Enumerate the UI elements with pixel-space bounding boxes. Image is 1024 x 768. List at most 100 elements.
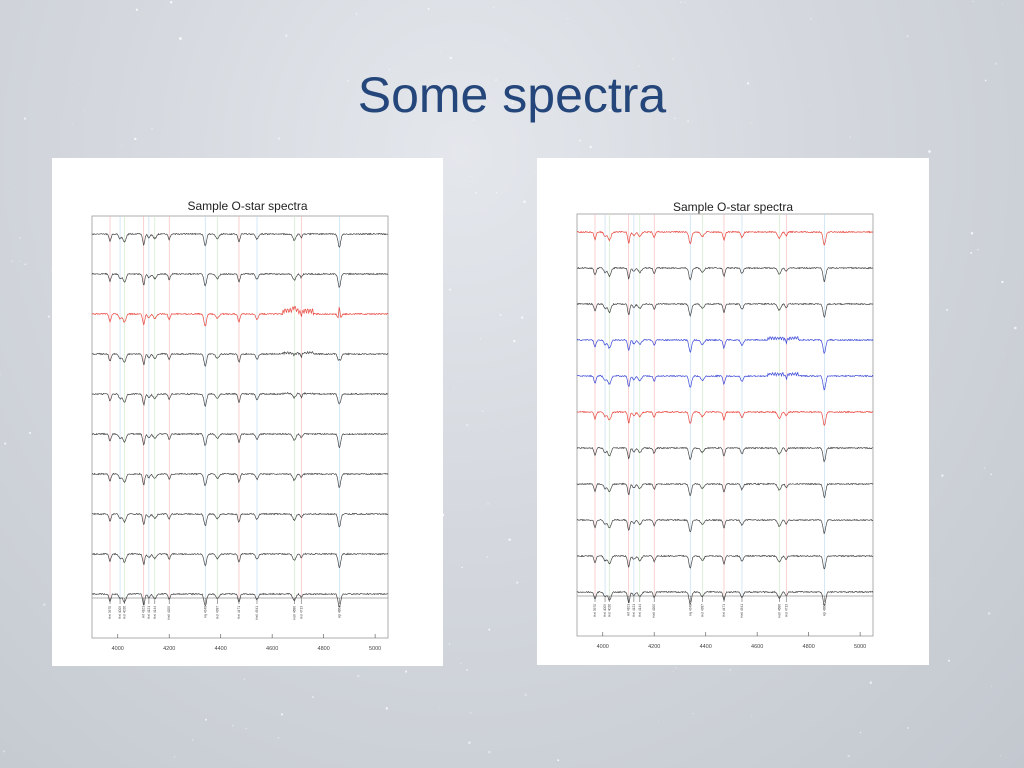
star [78, 676, 80, 678]
spectrum-line [576, 410, 873, 426]
x-tick-label: 4000 [112, 646, 124, 652]
star [672, 670, 674, 672]
line-id-label: HeI 4471 [237, 606, 241, 619]
star [847, 754, 850, 758]
star [2, 750, 5, 753]
star [439, 706, 441, 708]
spectrum-line [91, 232, 389, 248]
star [245, 728, 247, 730]
star [42, 603, 46, 607]
star [859, 731, 862, 734]
star [277, 736, 280, 739]
x-tick-label: 4400 [700, 644, 712, 650]
star [511, 101, 514, 104]
spectrum-line [576, 266, 873, 282]
star [192, 739, 194, 741]
star [277, 137, 281, 140]
slide-title: Some spectra [357, 67, 667, 123]
star [997, 136, 999, 137]
star [906, 35, 909, 38]
spectra-figure-right: Sample O-star spectra HeI 3970 HeI 4009 He… [537, 158, 929, 665]
spectra-figure-left: Sample O-star spectra HeI 3970 HeI 4009 He… [52, 158, 443, 666]
star [301, 766, 302, 768]
spectrum-line [576, 518, 874, 535]
line-id-label: HeI 4713 [299, 606, 303, 619]
star [977, 248, 979, 251]
spectrum-line [576, 371, 874, 391]
spectrum-line [576, 230, 874, 246]
star [0, 373, 1, 375]
spectrum-line [91, 391, 389, 408]
star [809, 17, 812, 20]
star [77, 83, 79, 85]
star [10, 260, 13, 263]
star [481, 410, 484, 413]
star [405, 670, 408, 673]
star [469, 711, 472, 714]
x-tick-label: 4200 [648, 644, 660, 650]
star [540, 723, 542, 725]
star [984, 467, 986, 469]
line-id-label: HeI 4144 [638, 604, 642, 617]
star [990, 685, 992, 687]
line-id-label: Hβ 4861 [337, 606, 341, 618]
star [746, 82, 750, 85]
star [684, 1, 686, 3]
star [487, 750, 491, 754]
spectrum-line [576, 554, 873, 570]
star [172, 28, 174, 30]
line-id-label: HeII 4200 [652, 604, 656, 618]
star [487, 503, 489, 505]
star [995, 218, 997, 220]
star [669, 5, 671, 7]
star [692, 713, 694, 715]
line-id-label: HeI 4026 [122, 606, 126, 619]
star [449, 56, 453, 60]
star [486, 556, 488, 558]
star [516, 581, 519, 584]
star [987, 612, 991, 615]
star [520, 316, 524, 319]
spectrum-line [91, 432, 389, 449]
star [495, 191, 498, 194]
line-id-label: Hβ 4861 [822, 604, 826, 616]
star [427, 7, 430, 10]
star [907, 727, 909, 729]
star [947, 659, 951, 662]
star [809, 104, 810, 106]
star [29, 431, 32, 435]
star [1004, 354, 1006, 356]
star [488, 628, 491, 631]
spectrum-line [91, 350, 389, 367]
star [523, 200, 526, 203]
star [311, 696, 314, 699]
star [465, 423, 469, 427]
star [468, 741, 471, 744]
star [1001, 280, 1004, 284]
star [355, 13, 358, 15]
star [751, 715, 752, 716]
line-id-label: HeI 4121 [147, 606, 151, 619]
star [479, 337, 482, 340]
x-tick-label: 4600 [751, 644, 763, 650]
star [990, 473, 993, 476]
star [151, 128, 153, 130]
line-id-label: HeII 4541 [740, 604, 744, 618]
star [567, 17, 569, 20]
x-tick-label: 4000 [597, 644, 609, 650]
spectrum-line [576, 336, 874, 355]
star [466, 668, 469, 671]
x-tick-label: 5000 [854, 644, 866, 650]
star [1013, 326, 1017, 330]
star [385, 707, 388, 710]
spectrum-line [91, 472, 389, 489]
spectrum-line [576, 446, 874, 463]
star [83, 110, 85, 111]
line-id-label: HeI 4026 [607, 604, 611, 617]
star [869, 23, 871, 25]
star [459, 662, 462, 665]
x-tick-label: 4400 [215, 646, 227, 652]
line-id-label: HeI 4121 [632, 604, 636, 617]
line-id-label: HeI 4471 [722, 604, 726, 617]
star [453, 421, 455, 423]
